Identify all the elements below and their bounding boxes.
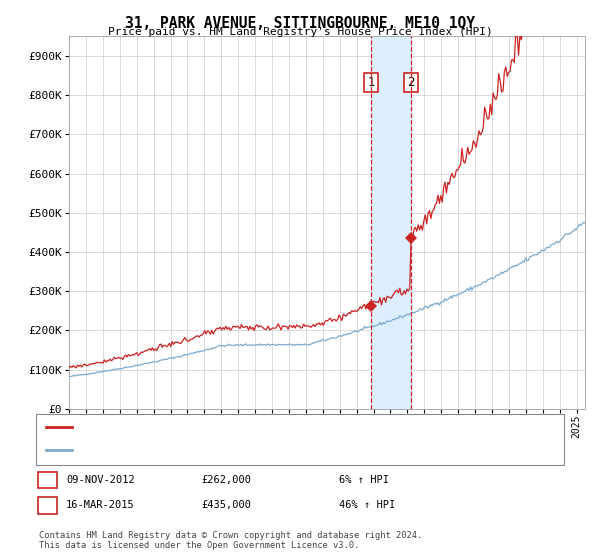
Text: 2: 2	[44, 500, 51, 510]
Text: 1: 1	[367, 77, 375, 90]
Text: 31, PARK AVENUE, SITTINGBOURNE, ME10 1QY (detached house): 31, PARK AVENUE, SITTINGBOURNE, ME10 1QY…	[78, 422, 420, 432]
Text: 2: 2	[407, 77, 415, 90]
Text: 09-NOV-2012: 09-NOV-2012	[66, 475, 135, 485]
Text: £435,000: £435,000	[201, 500, 251, 510]
Text: 31, PARK AVENUE, SITTINGBOURNE, ME10 1QY: 31, PARK AVENUE, SITTINGBOURNE, ME10 1QY	[125, 16, 475, 31]
Text: 1: 1	[44, 475, 51, 485]
Text: 6% ↑ HPI: 6% ↑ HPI	[339, 475, 389, 485]
Text: 46% ↑ HPI: 46% ↑ HPI	[339, 500, 395, 510]
Bar	[371, 36, 411, 409]
Text: Price paid vs. HM Land Registry's House Price Index (HPI): Price paid vs. HM Land Registry's House …	[107, 27, 493, 37]
Text: £262,000: £262,000	[201, 475, 251, 485]
Text: 16-MAR-2015: 16-MAR-2015	[66, 500, 135, 510]
Text: Contains HM Land Registry data © Crown copyright and database right 2024.
This d: Contains HM Land Registry data © Crown c…	[39, 531, 422, 550]
Text: HPI: Average price, detached house, Swale: HPI: Average price, detached house, Swal…	[78, 445, 324, 455]
